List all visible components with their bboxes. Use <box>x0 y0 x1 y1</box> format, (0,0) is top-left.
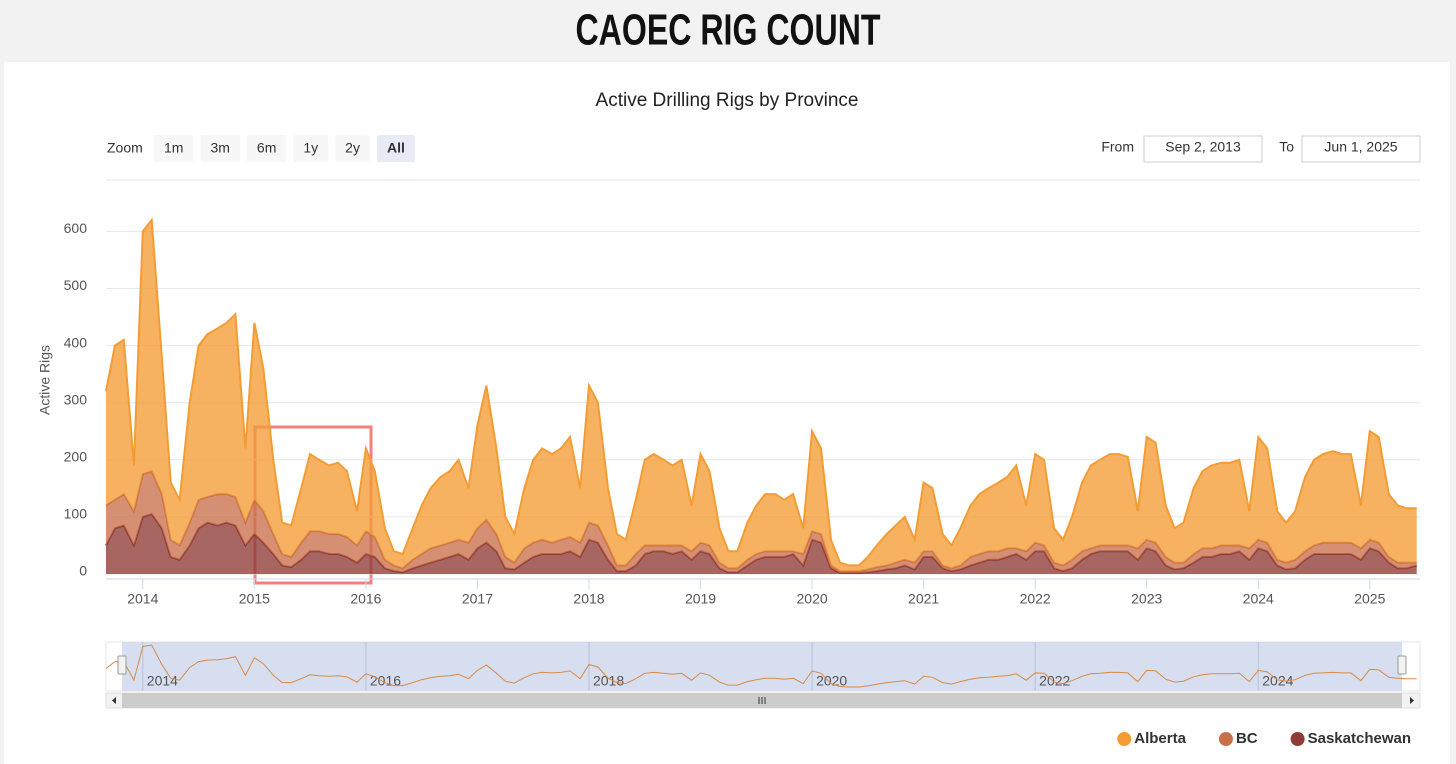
zoom-button[interactable]: All <box>376 135 415 162</box>
x-tick-label: 2018 <box>573 591 604 607</box>
from-value[interactable]: Sep 2, 2013 <box>1165 139 1241 155</box>
y-tick-label: 400 <box>64 334 88 350</box>
area-fill <box>106 220 1417 572</box>
navigator-tick-label: 2018 <box>593 673 624 689</box>
scroll-right-arrow[interactable] <box>1410 697 1414 704</box>
x-tick-label: 2025 <box>1354 591 1385 607</box>
y-tick-label: 0 <box>79 563 87 579</box>
legend-marker[interactable] <box>1117 732 1132 746</box>
zoom-button[interactable]: 1y <box>293 135 329 162</box>
y-tick-label: 500 <box>64 277 88 293</box>
navigator-tick-label: 2014 <box>147 673 178 689</box>
zoom-button-bg[interactable] <box>293 135 329 162</box>
navigator-tick-label: 2024 <box>1262 673 1293 689</box>
navigator-tick-label: 2022 <box>1039 673 1070 689</box>
legend-label[interactable]: Saskatchewan <box>1308 730 1411 747</box>
zoom-button-bg[interactable] <box>335 135 370 162</box>
y-tick-label: 100 <box>64 506 88 522</box>
zoom-button[interactable]: 6m <box>246 135 287 162</box>
legend-label[interactable]: BC <box>1236 730 1258 747</box>
x-tick-label: 2017 <box>462 591 493 607</box>
area-line <box>105 217 1417 567</box>
x-tick-label: 2021 <box>908 591 939 607</box>
zoom-label: Zoom <box>107 140 143 156</box>
x-tick-label: 2022 <box>1020 591 1051 607</box>
zoom-button-label[interactable]: 6m <box>257 140 276 156</box>
zoom-button-label[interactable]: 1m <box>164 140 183 156</box>
from-input[interactable] <box>1143 135 1263 163</box>
scroll-grip <box>758 697 766 704</box>
y-axis-label: Active Rigs <box>37 345 53 415</box>
y-tick-label: 300 <box>64 391 88 407</box>
zoom-button-label[interactable]: 1y <box>303 140 318 156</box>
to-input[interactable] <box>1301 135 1421 163</box>
legend-item[interactable]: BC <box>1218 730 1258 747</box>
from-label: From <box>1101 139 1134 155</box>
navigator-handle[interactable] <box>1397 655 1407 675</box>
zoom-button-bg[interactable] <box>376 135 415 162</box>
to-value[interactable]: Jun 1, 2025 <box>1324 139 1397 155</box>
x-tick-label: 2014 <box>127 591 158 607</box>
zoom-button[interactable]: 3m <box>200 135 240 162</box>
x-tick-label: 2023 <box>1131 591 1162 607</box>
to-label: To <box>1279 139 1294 155</box>
x-tick-label: 2020 <box>797 591 828 607</box>
navigator-mask <box>122 642 1402 691</box>
area-fill <box>106 514 1417 574</box>
navigator-handle[interactable] <box>117 655 127 675</box>
zoom-button-bg[interactable] <box>154 135 194 162</box>
x-tick-label: 2015 <box>239 591 270 607</box>
scroll-left-arrow[interactable] <box>112 697 116 704</box>
legend-item[interactable]: Alberta <box>1117 730 1187 747</box>
x-tick-label: 2016 <box>350 591 381 607</box>
zoom-button-bg[interactable] <box>246 135 287 162</box>
zoom-button-label[interactable]: All <box>387 140 405 156</box>
zoom-button[interactable]: 2y <box>335 135 370 162</box>
page-title: CAOEC RIG COUNT <box>576 6 881 55</box>
navigator-tick-label: 2016 <box>370 673 401 689</box>
zoom-button[interactable]: 1m <box>154 135 194 162</box>
legend-marker[interactable] <box>1290 732 1305 746</box>
navigator-line <box>105 644 1417 688</box>
y-tick-label: 600 <box>64 220 88 236</box>
zoom-button-label[interactable]: 3m <box>210 140 229 156</box>
legend-marker[interactable] <box>1218 732 1233 746</box>
zoom-button-bg[interactable] <box>200 135 240 162</box>
x-tick-label: 2024 <box>1243 591 1274 607</box>
zoom-button-label[interactable]: 2y <box>345 140 360 156</box>
legend-label[interactable]: Alberta <box>1134 730 1186 747</box>
legend-item[interactable]: Saskatchewan <box>1290 730 1411 747</box>
chart-title: Active Drilling Rigs by Province <box>596 90 859 111</box>
y-tick-label: 200 <box>64 449 88 465</box>
x-tick-label: 2019 <box>685 591 716 607</box>
